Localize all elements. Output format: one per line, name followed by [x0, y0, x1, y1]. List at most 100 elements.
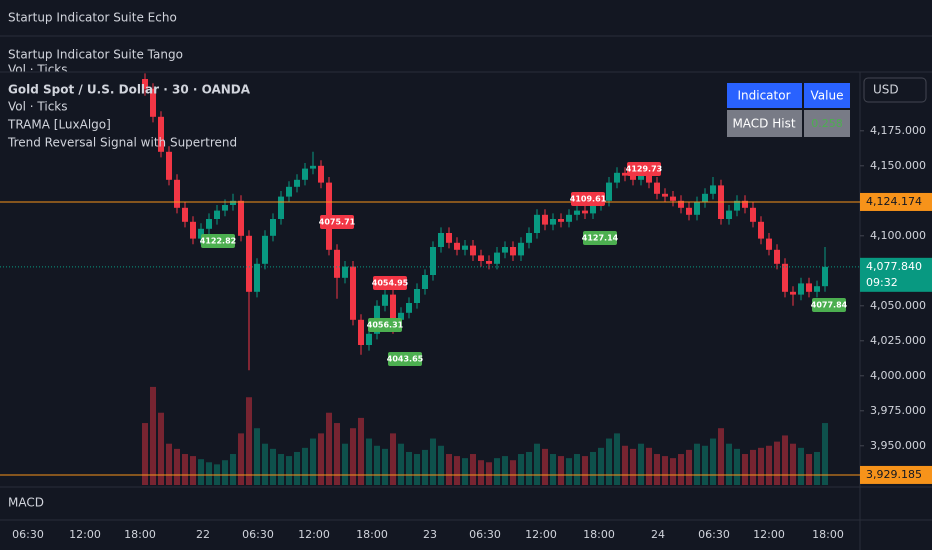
- x-tick-label: 06:30: [242, 528, 274, 541]
- volume-bar: [174, 448, 180, 485]
- volume-bar: [166, 443, 172, 485]
- volume-bar: [366, 438, 372, 485]
- volume-bar: [686, 449, 692, 485]
- volume-bar: [470, 454, 476, 485]
- signal-label: 4043.65: [387, 355, 424, 364]
- signal-box: [627, 162, 661, 176]
- volume-bar: [222, 460, 228, 485]
- candle-body: [678, 200, 684, 208]
- volume-bar: [622, 445, 628, 485]
- price-tag-label: 4,124.174: [866, 195, 922, 208]
- volume-bar: [566, 458, 572, 485]
- candle-body: [286, 186, 292, 197]
- volume-bar: [438, 445, 444, 485]
- candle-body: [782, 263, 788, 292]
- candle-body: [742, 200, 748, 208]
- candle-body: [502, 247, 508, 253]
- signal-label: 4075.71: [319, 218, 356, 227]
- x-tick-label: 12:00: [69, 528, 101, 541]
- candle-body: [262, 235, 268, 264]
- volume-bar: [190, 456, 196, 485]
- candle-body: [158, 116, 164, 152]
- volume-bar: [582, 456, 588, 485]
- candle-body: [750, 207, 756, 222]
- volume-bar: [758, 447, 764, 485]
- candle-body: [726, 210, 732, 219]
- candle-body: [702, 193, 708, 203]
- table-header: Value: [811, 89, 844, 103]
- x-tick-label: 06:30: [698, 528, 730, 541]
- candle-body: [646, 171, 652, 183]
- volume-bar: [782, 435, 788, 485]
- candle-body: [438, 233, 444, 247]
- volume-bar: [694, 443, 700, 485]
- candle-body: [238, 200, 244, 236]
- candle-body: [582, 210, 588, 214]
- candle-body: [302, 168, 308, 180]
- signal-box: [368, 318, 402, 332]
- candle-body: [294, 179, 300, 187]
- candle-body: [150, 88, 156, 117]
- volume-bar: [294, 451, 300, 485]
- volume-bar: [206, 462, 212, 485]
- panel-title: Startup Indicator Suite Tango: [8, 48, 183, 62]
- currency-button[interactable]: [863, 77, 927, 103]
- x-tick-label: 06:30: [469, 528, 501, 541]
- candle-body: [790, 291, 796, 295]
- signal-label: 4054.95: [372, 279, 409, 288]
- table-cell-text: 0.258: [811, 117, 843, 130]
- volume-bar: [270, 448, 276, 485]
- candle-body: [366, 333, 372, 345]
- x-tick-label: 18:00: [124, 528, 156, 541]
- candle-body: [214, 210, 220, 219]
- table-cell: [804, 110, 850, 137]
- volume-bar: [670, 458, 676, 485]
- table-header-cell: [804, 83, 850, 108]
- panel-title: Startup Indicator Suite Echo: [8, 11, 177, 25]
- x-tick-label: 12:00: [525, 528, 557, 541]
- volume-bar: [654, 454, 660, 485]
- candle-body: [510, 247, 516, 256]
- volume-bar: [614, 433, 620, 485]
- volume-bar: [310, 438, 316, 485]
- signal-box: [373, 276, 407, 290]
- volume-bar: [646, 447, 652, 485]
- indicator-label: Trend Reversal Signal with Supertrend: [7, 136, 237, 150]
- volume-bar: [478, 460, 484, 485]
- candle-body: [206, 219, 212, 229]
- price-tag-label: 3,929.185: [866, 468, 922, 481]
- y-tick-label: 4,025.000: [870, 334, 926, 347]
- candle-body: [270, 219, 276, 236]
- price-tag: [860, 465, 932, 484]
- candle-body: [806, 283, 812, 292]
- table-header-cell: [727, 83, 802, 108]
- signal-box: [812, 298, 846, 312]
- volume-bar: [326, 412, 332, 485]
- x-tick-label: 22: [196, 528, 210, 541]
- volume-bar: [254, 428, 260, 485]
- candle-body: [534, 214, 540, 233]
- volume-bar: [414, 454, 420, 485]
- volume-bar: [590, 451, 596, 485]
- candle-body: [430, 247, 436, 275]
- signal-box: [583, 231, 617, 245]
- volume-bar: [406, 451, 412, 485]
- indicator-label: TRAMA [LuxAlgo]: [7, 118, 111, 132]
- candle-body: [798, 283, 804, 295]
- table-cell-text: MACD Hist: [732, 117, 795, 131]
- volume-bar: [662, 456, 668, 485]
- volume-bar: [526, 451, 532, 485]
- candle-body: [478, 255, 484, 261]
- candle-body: [414, 289, 420, 303]
- volume-bar: [518, 454, 524, 485]
- indicator-label: Vol · Ticks: [8, 100, 68, 114]
- candle-body: [470, 245, 476, 256]
- volume-bar: [550, 454, 556, 485]
- candle-body: [518, 242, 524, 256]
- signal-label: 4056.31: [367, 321, 404, 330]
- volume-bar: [198, 459, 204, 485]
- candle-body: [278, 196, 284, 219]
- currency-label[interactable]: USD: [873, 83, 899, 97]
- x-tick-label: 23: [423, 528, 437, 541]
